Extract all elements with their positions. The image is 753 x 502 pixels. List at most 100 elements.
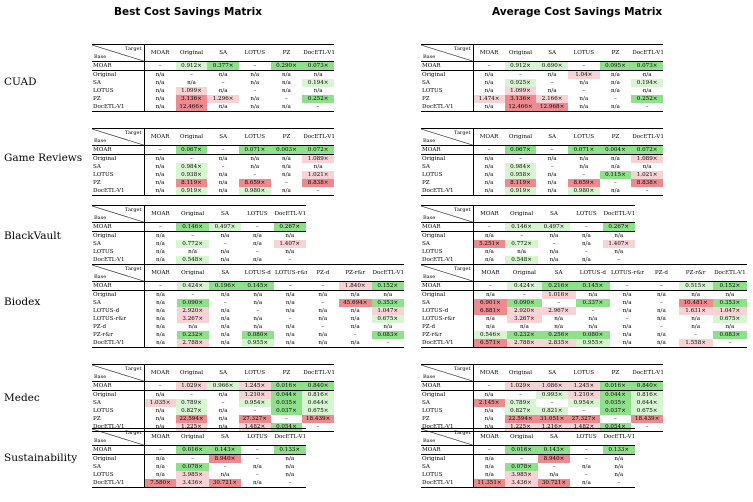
matrix-cell: 0.789×: [504, 399, 537, 407]
column-header: DocETL-V1: [602, 428, 635, 446]
matrix-cell: n/a: [588, 292, 598, 298]
matrix-cell: n/a: [547, 156, 557, 162]
matrix-cell: 1.099×: [175, 87, 208, 95]
matrix-cell: n/a: [614, 233, 624, 239]
base-label: Base: [423, 438, 436, 444]
matrix-cell: –: [221, 164, 225, 170]
column-header: DocETL-V1: [631, 128, 663, 146]
matrix-cell: –: [302, 103, 334, 112]
table-row: Original n/a – n/a n/a n/a 1.089×: [421, 154, 663, 163]
matrix-cell: 3.267×: [507, 315, 542, 323]
dataset-label-biodex: Biodex: [4, 296, 41, 308]
matrix-cell: 0.821×: [536, 407, 568, 415]
matrix-cell: –: [255, 472, 259, 478]
row-header: PZ: [421, 179, 474, 187]
matrix-cell: 0.037×: [599, 407, 632, 415]
row-header: PZ: [421, 415, 474, 423]
matrix-cell: 0.072×: [302, 145, 334, 155]
matrix-cell: n/a: [285, 249, 295, 255]
matrix-cell: n/a: [614, 464, 624, 470]
matrix-cell: –: [536, 145, 568, 155]
row-header: SA: [421, 399, 474, 407]
row-header: LOTUS-r&r: [421, 315, 474, 323]
table-row: DocETL-V1 n/a 0.548× n/a n/a –: [421, 256, 635, 265]
row-header: LOTUS-d: [421, 307, 474, 315]
matrix-cell: 2.920×: [507, 307, 542, 315]
matrix-cell: n/a: [656, 316, 666, 322]
matrix-cell: 0.644×: [631, 399, 663, 407]
target-label: Target: [125, 130, 142, 136]
matrix-cell: n/a: [318, 316, 328, 322]
matrix-cell: –: [584, 456, 588, 462]
row-header: PZ-d: [92, 323, 145, 331]
matrix-cell: 0.816×: [302, 390, 334, 399]
target-base-corner: Target Base: [421, 428, 474, 446]
matrix-cell: –: [191, 233, 194, 239]
matrix-cell: n/a: [188, 324, 198, 330]
matrix-cell: n/a: [642, 164, 652, 170]
matrix-cell: 0.143×: [537, 445, 571, 455]
row-header: Original: [92, 231, 145, 240]
table-row: SA 5.251× 0.772× – n/a 1.407×: [421, 240, 635, 248]
matrix-cell: n/a: [156, 464, 165, 470]
matrix-cell: n/a: [484, 408, 494, 414]
column-header: PZ-r&r: [678, 264, 713, 282]
matrix-cell: 0.980×: [567, 187, 600, 196]
matrix-cell: 0.071×: [238, 145, 271, 155]
matrix-cell: –: [473, 145, 505, 155]
matrix-cell: 0.958×: [504, 171, 537, 179]
column-header: PZ-d: [644, 264, 679, 282]
column-header: Original: [176, 205, 209, 223]
cuad-avg-matrix: Target Base MOAR Original SA LOTUS PZ DocETL-V1…: [421, 44, 663, 112]
matrix-cell: –: [221, 80, 225, 86]
target-label: Target: [125, 46, 142, 52]
row-header: SA: [92, 299, 145, 307]
matrix-cell: n/a: [156, 292, 165, 298]
matrix-cell: –: [223, 464, 227, 470]
matrix-cell: –: [371, 339, 404, 348]
matrix-cell: 0.772×: [176, 240, 209, 248]
matrix-cell: n/a: [318, 308, 328, 314]
table-row: SA n/a n/a – n/a n/a 0.194×: [92, 79, 334, 87]
table-row: SA n/a 0.078× – n/a n/a: [421, 463, 635, 471]
row-header: DocETL-V1: [92, 187, 145, 196]
matrix-cell: n/a: [144, 187, 176, 196]
table-row: DocETL-V1 n/a 0.919× n/a 0.980× n/a –: [92, 187, 334, 196]
matrix-cell: n/a: [209, 339, 242, 348]
row-header: DocETL-V1: [421, 103, 474, 112]
target-base-corner: Target Base: [92, 364, 145, 382]
matrix-cell: 0.980×: [238, 187, 271, 196]
matrix-cell: n/a: [282, 80, 291, 86]
table-row: Original n/a – n/a n/a n/a n/a n/a n/a: [92, 290, 404, 299]
matrix-cell: 0.095×: [599, 61, 632, 71]
matrix-cell: 0.675×: [631, 407, 663, 415]
column-header: PZ: [270, 364, 303, 382]
matrix-cell: 0.016×: [505, 445, 538, 455]
matrix-cell: n/a: [656, 308, 666, 314]
blackvault-best-matrix: Target Base MOAR Original SA LOTUS DocETL-V1 MO…: [92, 205, 306, 265]
column-header: SA: [537, 205, 571, 223]
matrix-cell: 1.029×: [175, 381, 208, 391]
matrix-cell: 30.721×: [208, 479, 242, 488]
matrix-cell: 1.099×: [504, 87, 537, 95]
matrix-cell: n/a: [238, 103, 271, 112]
matrix-cell: 3.267×: [176, 315, 209, 323]
base-label: Base: [423, 138, 436, 144]
column-header: LOTUS-d: [241, 264, 274, 282]
column-header: MOAR: [144, 44, 176, 62]
matrix-cell: –: [191, 292, 195, 298]
matrix-cell: 0.232×: [507, 331, 542, 339]
matrix-cell: –: [644, 281, 679, 291]
table-row: MOAR –0.067× –0.071× 0.004× 0.072×: [421, 145, 663, 155]
matrix-cell: 0.073×: [302, 61, 334, 71]
matrix-cell: –: [659, 300, 663, 306]
row-header: LOTUS: [421, 248, 474, 256]
target-base-corner: Target Base: [421, 128, 474, 146]
column-header: Original: [175, 44, 208, 62]
matrix-cell: n/a: [536, 187, 568, 196]
target-base-corner: Target Base: [92, 128, 145, 146]
matrix-cell: n/a: [155, 72, 165, 78]
matrix-cell: –: [473, 445, 506, 455]
matrix-cell: –: [552, 241, 556, 247]
matrix-cell: n/a: [241, 479, 274, 488]
